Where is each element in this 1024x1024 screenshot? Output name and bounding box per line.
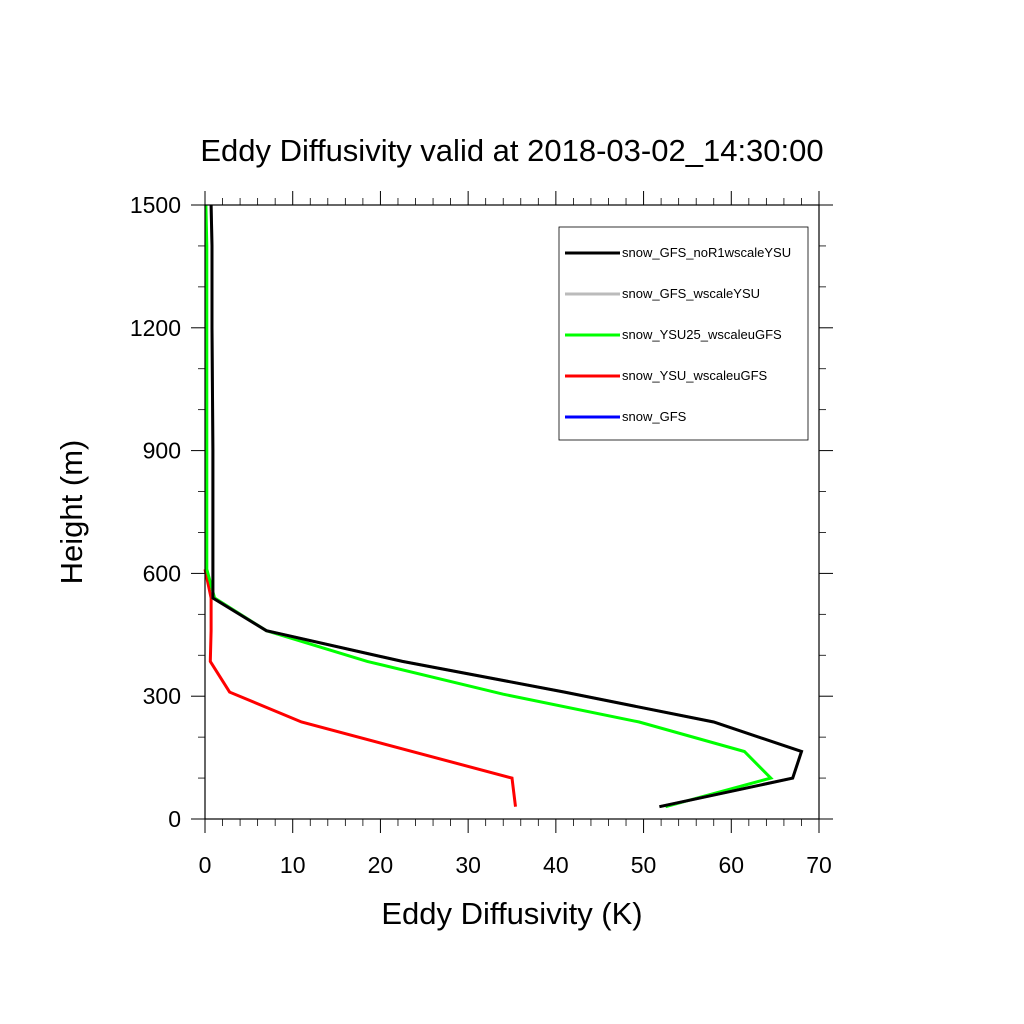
y-tick-label: 1200: [130, 315, 181, 341]
x-tick-label: 10: [280, 852, 306, 878]
x-tick-label: 20: [368, 852, 394, 878]
x-tick-label: 40: [543, 852, 569, 878]
legend: snow_GFS_noR1wscaleYSU snow_GFS_wscaleYSU…: [558, 226, 809, 441]
x-tick-label: 70: [806, 852, 832, 878]
y-tick-label: 300: [143, 683, 181, 709]
plot-area-frame: [204, 204, 820, 820]
y-axis-label: Height (m): [54, 440, 89, 585]
legend-label-0: snow_GFS_noR1wscaleYSU: [622, 245, 791, 260]
x-tick-label: 30: [455, 852, 481, 878]
ticks-layer: 0 10 20 30 40 50 60 70 0 300 600 900 1200 1500: [130, 191, 833, 878]
x-axis-label: Eddy Diffusivity (K): [381, 896, 642, 931]
legend-label-2: snow_YSU25_wscaleuGFS: [622, 327, 782, 342]
x-tick-label: 50: [631, 852, 657, 878]
series-layer: [203, 204, 804, 809]
series-line-0: [209, 204, 804, 809]
y-tick-label: 1500: [130, 192, 181, 218]
y-tick-label: 900: [143, 438, 181, 464]
legend-label-1: snow_GFS_wscaleYSU: [622, 286, 760, 301]
x-tick-label: 60: [718, 852, 744, 878]
legend-label-3: snow_YSU_wscaleuGFS: [622, 368, 768, 383]
legend-label-4: snow_GFS: [622, 409, 687, 424]
x-tick-label: 0: [199, 852, 212, 878]
y-tick-label: 600: [143, 560, 181, 586]
y-tick-label: 0: [168, 806, 181, 832]
series-line-3: [203, 568, 517, 807]
chart-title: Eddy Diffusivity valid at 2018-03-02_14:…: [200, 133, 823, 168]
